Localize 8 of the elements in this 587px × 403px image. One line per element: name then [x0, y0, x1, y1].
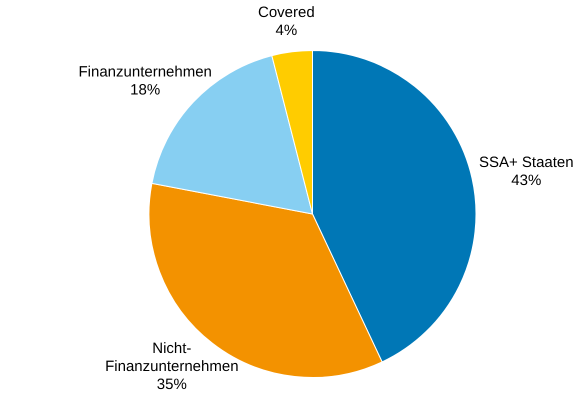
data-label: 4% [275, 22, 298, 40]
slice-label: Finanzunternehmen [78, 64, 212, 81]
slice-label: SSA+ Staaten [478, 154, 574, 171]
slice-label: Covered [258, 4, 315, 22]
slice-label: Nicht-Finanzunternehmen [105, 340, 239, 376]
data-label: 18% [130, 82, 160, 99]
data-label: 43% [511, 172, 542, 189]
data-label: 35% [156, 376, 187, 394]
